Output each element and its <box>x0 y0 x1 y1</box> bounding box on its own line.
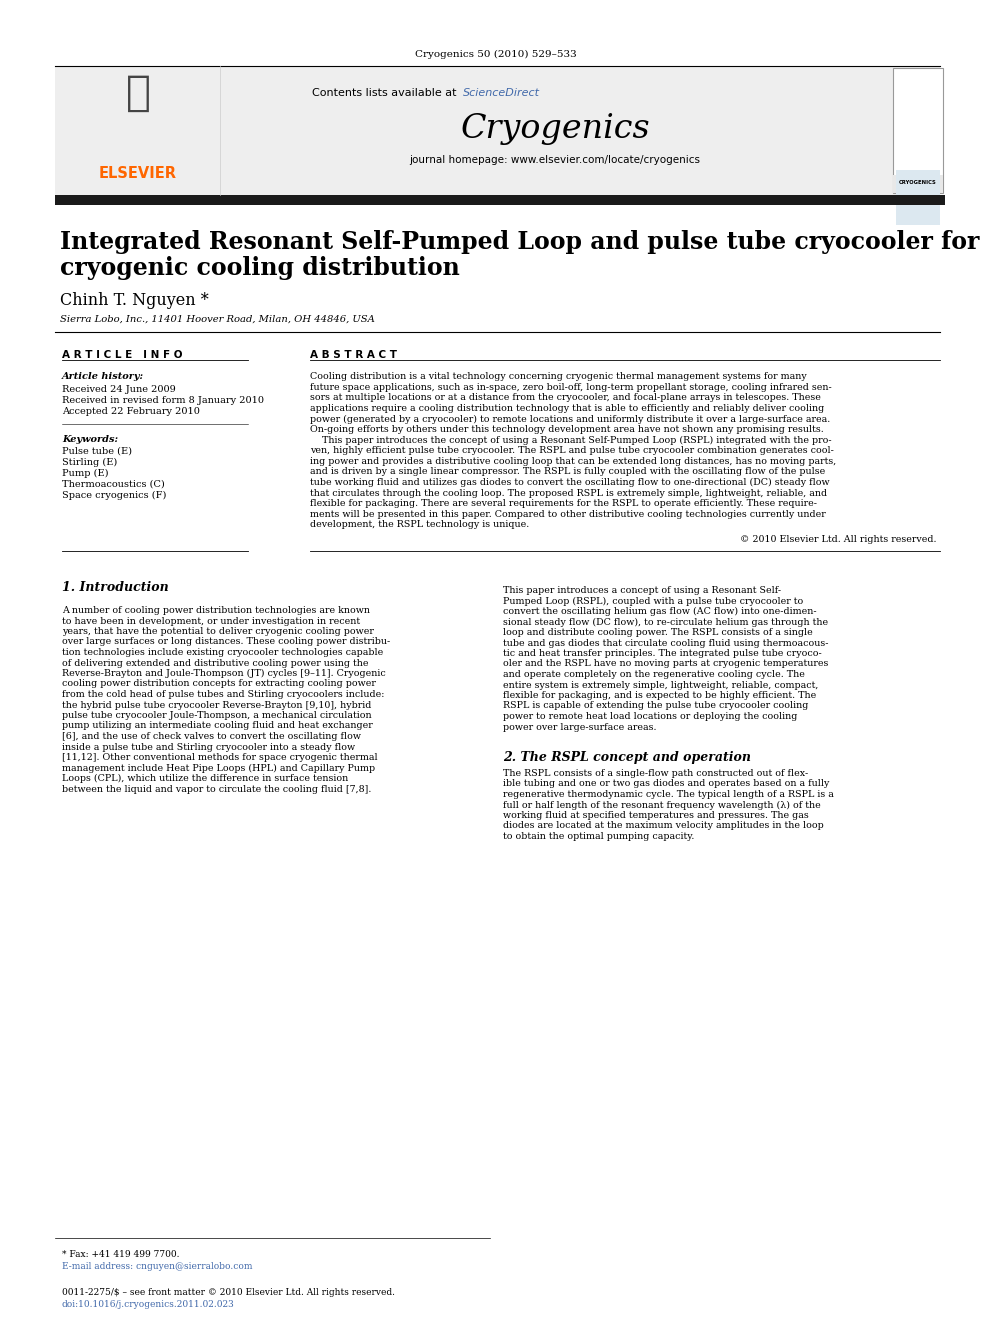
Text: * Fax: +41 419 499 7700.: * Fax: +41 419 499 7700. <box>62 1250 180 1259</box>
Text: convert the oscillating helium gas flow (AC flow) into one-dimen-: convert the oscillating helium gas flow … <box>503 607 816 617</box>
Text: A R T I C L E   I N F O: A R T I C L E I N F O <box>62 351 183 360</box>
Text: years, that have the potential to deliver cryogenic cooling power: years, that have the potential to delive… <box>62 627 374 636</box>
Text: Article history:: Article history: <box>62 372 144 381</box>
Text: flexible for packaging, and is expected to be highly efficient. The: flexible for packaging, and is expected … <box>503 691 816 700</box>
Text: Cooling distribution is a vital technology concerning cryogenic thermal manageme: Cooling distribution is a vital technolo… <box>310 372 806 381</box>
Text: RSPL is capable of extending the pulse tube cryocooler cooling: RSPL is capable of extending the pulse t… <box>503 701 808 710</box>
Text: to obtain the optimal pumping capacity.: to obtain the optimal pumping capacity. <box>503 832 694 841</box>
Text: Chinh T. Nguyen *: Chinh T. Nguyen * <box>60 292 208 310</box>
Text: sors at multiple locations or at a distance from the cryocooler, and focal-plane: sors at multiple locations or at a dista… <box>310 393 820 402</box>
Text: 1. Introduction: 1. Introduction <box>62 581 169 594</box>
Text: Pulse tube (E): Pulse tube (E) <box>62 447 132 456</box>
Text: cryogenic cooling distribution: cryogenic cooling distribution <box>60 255 459 280</box>
Text: ven, highly efficient pulse tube cryocooler. The RSPL and pulse tube cryocooler : ven, highly efficient pulse tube cryocoo… <box>310 446 834 455</box>
Bar <box>55 66 940 194</box>
Text: applications require a cooling distribution technology that is able to efficient: applications require a cooling distribut… <box>310 404 824 413</box>
Text: Stirling (E): Stirling (E) <box>62 458 117 467</box>
Text: oler and the RSPL have no moving parts at cryogenic temperatures: oler and the RSPL have no moving parts a… <box>503 659 828 668</box>
Text: A B S T R A C T: A B S T R A C T <box>310 351 397 360</box>
Text: working fluid at specified temperatures and pressures. The gas: working fluid at specified temperatures … <box>503 811 808 820</box>
Bar <box>893 175 943 193</box>
Text: pulse tube cryocooler Joule-Thompson, a mechanical circulation: pulse tube cryocooler Joule-Thompson, a … <box>62 710 372 720</box>
Text: [6], and the use of check valves to convert the oscillating flow: [6], and the use of check valves to conv… <box>62 732 361 741</box>
Text: 2. The RSPL concept and operation: 2. The RSPL concept and operation <box>503 751 751 763</box>
Text: Pumped Loop (RSPL), coupled with a pulse tube cryocooler to: Pumped Loop (RSPL), coupled with a pulse… <box>503 597 804 606</box>
Text: tion technologies include existing cryocooler technologies capable: tion technologies include existing cryoc… <box>62 648 383 658</box>
Text: full or half length of the resonant frequency wavelength (λ) of the: full or half length of the resonant freq… <box>503 800 820 810</box>
Text: Received 24 June 2009: Received 24 June 2009 <box>62 385 176 394</box>
Text: power over large-surface areas.: power over large-surface areas. <box>503 722 657 732</box>
Text: doi:10.1016/j.cryogenics.2011.02.023: doi:10.1016/j.cryogenics.2011.02.023 <box>62 1301 235 1308</box>
Text: power to remote heat load locations or deploying the cooling: power to remote heat load locations or d… <box>503 712 798 721</box>
Text: loop and distribute cooling power. The RSPL consists of a single: loop and distribute cooling power. The R… <box>503 628 812 636</box>
Text: and operate completely on the regenerative cooling cycle. The: and operate completely on the regenerati… <box>503 669 805 679</box>
Text: This paper introduces the concept of using a Resonant Self-Pumped Loop (RSPL) in: This paper introduces the concept of usi… <box>310 435 831 445</box>
Text: entire system is extremely simple, lightweight, reliable, compact,: entire system is extremely simple, light… <box>503 680 818 689</box>
Text: Thermoacoustics (C): Thermoacoustics (C) <box>62 480 165 490</box>
Text: tic and heat transfer principles. The integrated pulse tube cryoco-: tic and heat transfer principles. The in… <box>503 650 821 658</box>
Text: 0011-2275/$ – see front matter © 2010 Elsevier Ltd. All rights reserved.: 0011-2275/$ – see front matter © 2010 El… <box>62 1289 395 1297</box>
Text: management include Heat Pipe Loops (HPL) and Capillary Pump: management include Heat Pipe Loops (HPL)… <box>62 763 375 773</box>
Text: Accepted 22 February 2010: Accepted 22 February 2010 <box>62 407 199 415</box>
Text: ible tubing and one or two gas diodes and operates based on a fully: ible tubing and one or two gas diodes an… <box>503 779 829 789</box>
Text: from the cold head of pulse tubes and Stirling cryocoolers include:: from the cold head of pulse tubes and St… <box>62 691 385 699</box>
Text: pump utilizing an intermediate cooling fluid and heat exchanger: pump utilizing an intermediate cooling f… <box>62 721 373 730</box>
Text: Received in revised form 8 January 2010: Received in revised form 8 January 2010 <box>62 396 264 405</box>
Text: © 2010 Elsevier Ltd. All rights reserved.: © 2010 Elsevier Ltd. All rights reserved… <box>740 534 937 544</box>
Text: tube working fluid and utilizes gas diodes to convert the oscillating flow to on: tube working fluid and utilizes gas diod… <box>310 478 829 487</box>
Text: Cryogenics 50 (2010) 529–533: Cryogenics 50 (2010) 529–533 <box>415 50 577 60</box>
Text: ments will be presented in this paper. Compared to other distributive cooling te: ments will be presented in this paper. C… <box>310 509 825 519</box>
Text: development, the RSPL technology is unique.: development, the RSPL technology is uniq… <box>310 520 530 529</box>
Text: the hybrid pulse tube cryocooler Reverse-Brayton [9,10], hybrid: the hybrid pulse tube cryocooler Reverse… <box>62 700 371 709</box>
Text: Contents lists available at: Contents lists available at <box>312 89 460 98</box>
Text: flexible for packaging. There are several requirements for the RSPL to operate e: flexible for packaging. There are severa… <box>310 499 817 508</box>
Text: Reverse-Brayton and Joule-Thompson (JT) cycles [9–11]. Cryogenic: Reverse-Brayton and Joule-Thompson (JT) … <box>62 669 386 679</box>
Text: The RSPL consists of a single-flow path constructed out of flex-: The RSPL consists of a single-flow path … <box>503 769 808 778</box>
Text: [11,12]. Other conventional methods for space cryogenic thermal: [11,12]. Other conventional methods for … <box>62 753 378 762</box>
Text: ELSEVIER: ELSEVIER <box>99 165 177 181</box>
Text: journal homepage: www.elsevier.com/locate/cryogenics: journal homepage: www.elsevier.com/locat… <box>410 155 700 165</box>
Text: cooling power distribution concepts for extracting cooling power: cooling power distribution concepts for … <box>62 680 376 688</box>
Text: between the liquid and vapor to circulate the cooling fluid [7,8].: between the liquid and vapor to circulat… <box>62 785 371 794</box>
Text: diodes are located at the maximum velocity amplitudes in the loop: diodes are located at the maximum veloci… <box>503 822 823 831</box>
Text: A number of cooling power distribution technologies are known: A number of cooling power distribution t… <box>62 606 370 615</box>
Text: and is driven by a single linear compressor. The RSPL is fully coupled with the : and is driven by a single linear compres… <box>310 467 825 476</box>
Text: Loops (CPL), which utilize the difference in surface tension: Loops (CPL), which utilize the differenc… <box>62 774 348 783</box>
Text: Space cryogenics (F): Space cryogenics (F) <box>62 491 167 500</box>
Text: over large surfaces or long distances. These cooling power distribu-: over large surfaces or long distances. T… <box>62 638 390 647</box>
Text: ing power and provides a distributive cooling loop that can be extended long dis: ing power and provides a distributive co… <box>310 456 836 466</box>
Text: to have been in development, or under investigation in recent: to have been in development, or under in… <box>62 617 360 626</box>
Text: Keywords:: Keywords: <box>62 435 118 445</box>
Text: that circulates through the cooling loop. The proposed RSPL is extremely simple,: that circulates through the cooling loop… <box>310 488 827 497</box>
Text: Integrated Resonant Self-Pumped Loop and pulse tube cryocooler for: Integrated Resonant Self-Pumped Loop and… <box>60 230 979 254</box>
Text: sional steady flow (DC flow), to re-circulate helium gas through the: sional steady flow (DC flow), to re-circ… <box>503 618 828 627</box>
Text: of delivering extended and distributive cooling power using the: of delivering extended and distributive … <box>62 659 368 668</box>
Text: Cryogenics: Cryogenics <box>460 112 650 146</box>
Text: ScienceDirect: ScienceDirect <box>463 89 540 98</box>
Text: tube and gas diodes that circulate cooling fluid using thermoacous-: tube and gas diodes that circulate cooli… <box>503 639 828 647</box>
Text: inside a pulse tube and Stirling cryocooler into a steady flow: inside a pulse tube and Stirling cryocoo… <box>62 742 355 751</box>
Bar <box>55 194 945 205</box>
Text: power (generated by a cryocooler) to remote locations and uniformly distribute i: power (generated by a cryocooler) to rem… <box>310 414 830 423</box>
Text: This paper introduces a concept of using a Resonant Self-: This paper introduces a concept of using… <box>503 586 781 595</box>
Bar <box>896 169 940 225</box>
Text: regenerative thermodynamic cycle. The typical length of a RSPL is a: regenerative thermodynamic cycle. The ty… <box>503 790 834 799</box>
Text: Sierra Lobo, Inc., 11401 Hoover Road, Milan, OH 44846, USA: Sierra Lobo, Inc., 11401 Hoover Road, Mi… <box>60 315 375 324</box>
Text: Pump (E): Pump (E) <box>62 468 108 478</box>
Text: CRYOGENICS: CRYOGENICS <box>899 180 936 185</box>
Text: 🌲: 🌲 <box>126 71 151 114</box>
Text: On-going efforts by others under this technology development area have not shown: On-going efforts by others under this te… <box>310 425 823 434</box>
Bar <box>893 67 943 193</box>
Text: future space applications, such as in-space, zero boil-off, long-term propellant: future space applications, such as in-sp… <box>310 382 831 392</box>
Text: E-mail address: cnguyen@sierralobo.com: E-mail address: cnguyen@sierralobo.com <box>62 1262 253 1271</box>
